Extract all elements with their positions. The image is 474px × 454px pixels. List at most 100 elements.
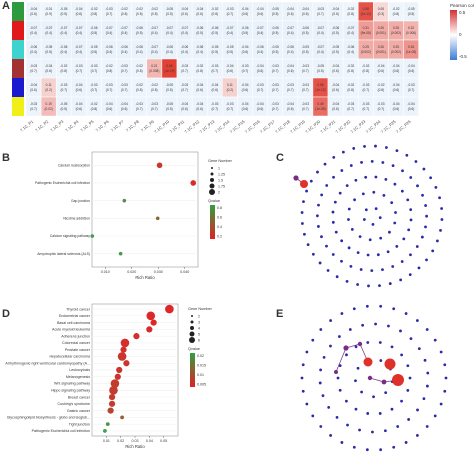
cell-corr-value: -0.02 [151,7,158,11]
category-label: Gastric cancer [67,409,91,413]
cell-corr-value: -0.03 [256,83,263,87]
network-node [300,211,304,214]
size-legend-label: 2 [218,190,220,194]
cell-p-value: (0.5) [91,31,98,35]
network-node [334,230,338,234]
network-node [305,402,309,406]
cell-corr-value: -0.06 [287,45,294,49]
cell-corr-value: -0.04 [377,64,384,68]
cell-corr-value: -0.06 [256,45,263,49]
network-node [340,441,344,444]
network-node [379,448,383,452]
network-node [356,366,360,370]
cell-p-value: (0.6) [196,12,203,16]
network-node [443,389,447,393]
column-label: 7.1C_P23 [350,118,367,134]
cell-p-value: (0.5) [45,50,52,54]
cell-p-value: (0.7) [272,69,279,73]
cell-p-value: (0.6) [393,88,400,92]
size-legend-dot [191,315,193,317]
cell-p-value: (0.7) [91,88,98,92]
network-hub-node [367,375,373,381]
network-node [332,155,336,159]
group-color-block [12,40,24,59]
cell-p-value: (0.7) [60,88,67,92]
cell-p-value: (0.6) [332,12,339,16]
cell-p-value: (0.7) [272,88,279,92]
cell-p-value: (0.4) [76,50,83,54]
cell-p-value: (0.4) [287,50,294,54]
network-node [331,253,335,256]
cell-corr-value: -0.01 [45,7,52,11]
cell-p-value: (0.5) [166,88,173,92]
network-node [407,228,411,232]
network-node [340,259,343,263]
cell-p-value: (0.6) [242,107,249,111]
column-label: 7.1C_P1 [19,118,35,132]
network-edge [335,347,347,373]
network-node [421,193,424,197]
network-node [408,273,412,277]
cell-corr-value: -0.04 [332,7,339,11]
cell-p-value: (0.6) [257,107,264,111]
cell-p-value: (0.6) [287,69,294,73]
cell-p-value: (0.7) [121,88,128,92]
cell-p-value: (0.5) [60,12,67,16]
qvalue-scale-tick: 0.01 [197,373,204,377]
cell-p-value: (0.2) [227,88,234,92]
size-legend-label: 1 [218,166,220,170]
cell-corr-value: -0.05 [166,83,173,87]
network-hub-node [334,370,338,374]
cell-p-value: (0.6) [393,69,400,73]
network-node [374,322,377,326]
network-node [404,312,408,315]
cell-p-value: (0.5) [196,31,203,35]
category-label: Acute myeloid leukemia [52,328,90,332]
enrichment-dot [165,304,174,314]
network-node [318,381,322,385]
cell-p-value: (0.7) [151,107,158,111]
cell-p-value: (0.5) [211,31,218,35]
enrichment-dot [190,180,197,186]
cell-p-value: (1e-19) [164,69,174,73]
cell-p-value: (0.7) [227,107,234,111]
size-legend-label: 5 [198,332,200,336]
cell-corr-value: -0.04 [181,7,188,11]
cell-corr-value: -0.06 [332,26,339,30]
category-label: Pathogenic Escherichia coli infection [32,429,90,433]
cell-p-value: (0.4) [317,31,324,35]
network-node [354,379,357,383]
network-node [316,214,319,218]
cell-corr-value: -0.02 [90,102,97,106]
cell-p-value: (0.6) [408,107,415,111]
network-node [372,190,376,194]
network-node [311,414,315,418]
network-node [356,251,360,255]
column-label: 7.1C_P12 [183,118,200,134]
network-node [425,328,429,331]
network-node [354,407,358,411]
network-node [406,388,410,392]
cell-corr-value: -0.06 [272,26,279,30]
cell-corr-value: -0.06 [302,26,309,30]
size-legend-dot [209,189,215,195]
network-node [306,243,310,247]
cell-p-value: (0.5) [272,12,279,16]
network-node [395,149,399,152]
cell-p-value: (0.6) [257,69,264,73]
cell-p-value: (0.6) [287,107,294,111]
network-node [301,363,305,367]
group-color-block [12,59,24,78]
cell-corr-value: -0.02 [151,83,158,87]
network-node [311,252,315,256]
group-color-block [12,97,24,116]
cell-p-value: (0.8) [347,88,354,92]
cell-corr-value: 0.25 [393,45,399,49]
network-node [358,235,362,239]
network-node [425,384,429,388]
cell-p-value: (0.5) [272,50,279,54]
x-tick-label: 0.01 [103,439,110,443]
column-label: 7.1C_P15 [229,118,246,134]
cell-corr-value: -0.03 [347,102,354,106]
network-node [363,145,366,148]
